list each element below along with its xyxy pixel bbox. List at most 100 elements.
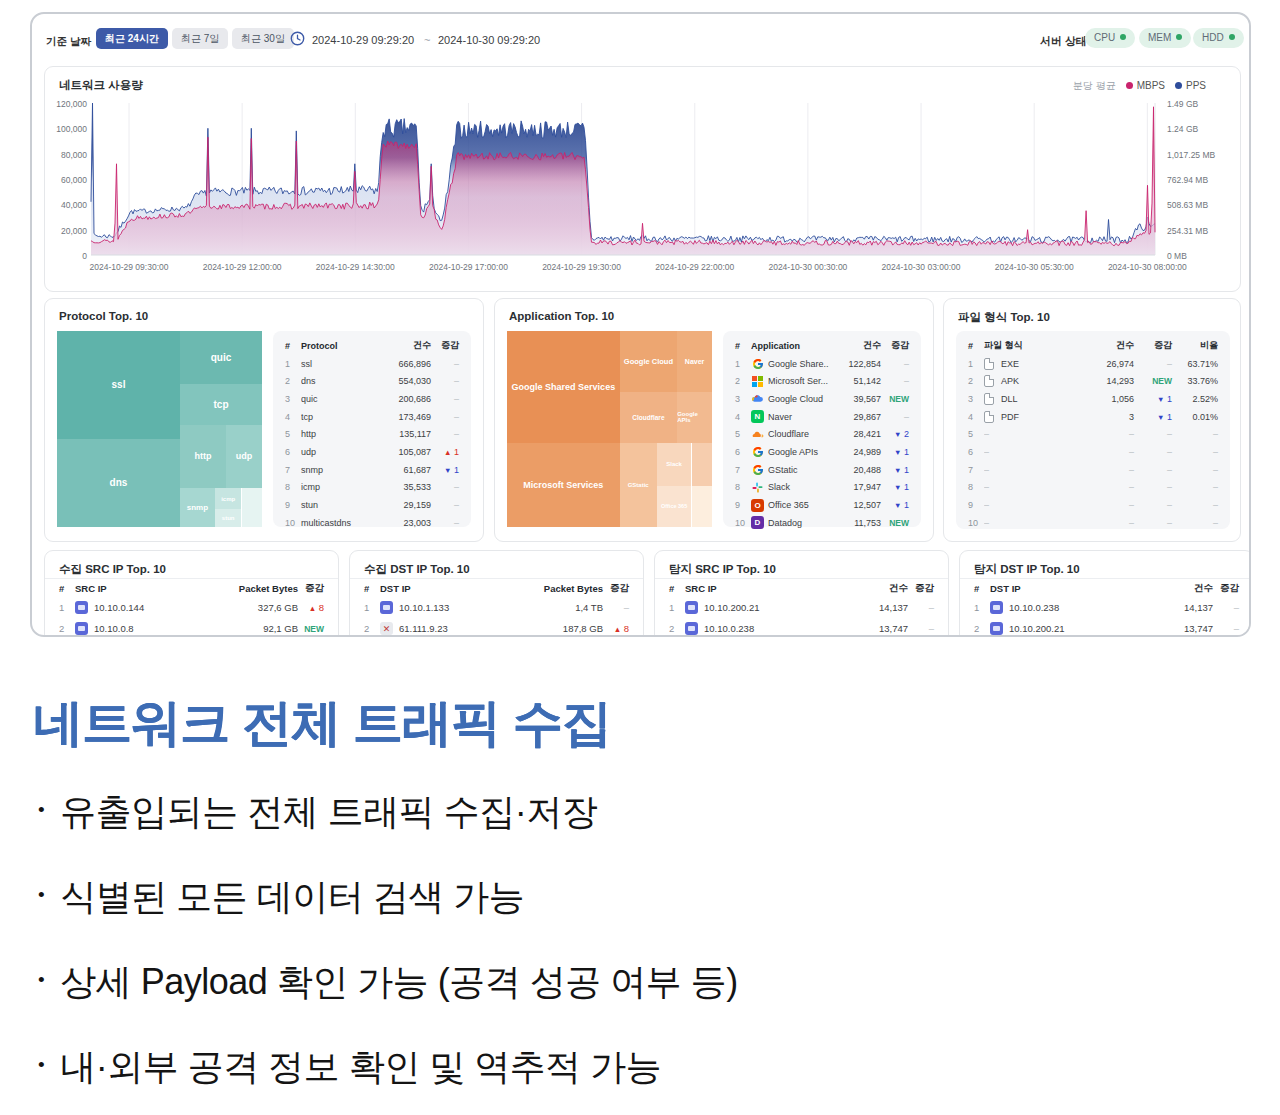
cpu-status-badge: CPU — [1085, 28, 1135, 48]
fileformat-row[interactable]: 7–––– — [956, 461, 1230, 479]
application-row[interactable]: 10DDatadog11,753NEW — [723, 514, 921, 532]
treemap-cell[interactable]: Google APIs — [677, 392, 712, 443]
google-cloud-icon — [751, 392, 764, 405]
protocol-row[interactable]: 1ssl666,896– — [273, 355, 471, 373]
treemap-cell[interactable]: stun — [215, 509, 242, 527]
protocol-row[interactable]: 9stun29,159– — [273, 496, 471, 514]
fileformat-row[interactable]: 3DLL1,056▼ 12.52% — [956, 390, 1230, 408]
range-button-24h[interactable]: 최근 24시간 — [96, 28, 168, 49]
bullet-dot: • — [38, 1054, 44, 1075]
ip-row[interactable]: 2✕61.111.9.23187,8 GB▲ 8 — [350, 618, 643, 637]
treemap-cell[interactable] — [692, 443, 713, 486]
treemap-cell[interactable]: http — [180, 425, 226, 488]
application-row[interactable]: 7GStatic20,488▼ 1 — [723, 461, 921, 479]
treemap-cell[interactable] — [692, 486, 713, 527]
ip-top10-panel: 탐지 DST IP Top. 10#DST IP건수증감110.10.0.238… — [959, 550, 1251, 637]
topbar: 기준 날짜 최근 24시간 최근 7일 최근 30일 2024-10-29 09… — [32, 14, 1249, 66]
application-row[interactable]: 6Google APIs24,989▼ 1 — [723, 443, 921, 461]
fileformat-row[interactable]: 4PDF3▼ 10.01% — [956, 408, 1230, 426]
ip-row[interactable]: 110.10.0.144327,6 GB▲ 8 — [45, 597, 338, 618]
treemap-cell[interactable]: ssl — [57, 331, 180, 439]
protocol-row[interactable]: 8icmp35,533– — [273, 479, 471, 497]
fileformat-row[interactable]: 9–––– — [956, 496, 1230, 514]
dashboard-card: 기준 날짜 최근 24시간 최근 7일 최근 30일 2024-10-29 09… — [30, 12, 1251, 637]
protocol-row[interactable]: 4tcp173,469– — [273, 408, 471, 426]
fileformat-row[interactable]: 5–––– — [956, 425, 1230, 443]
google-icon — [751, 357, 764, 370]
date-separator: ~ — [424, 34, 430, 46]
protocol-treemap[interactable]: ssldns quictcphttpudpsnmpicmpstun — [57, 331, 262, 527]
date-from[interactable]: 2024-10-29 09:29:20 — [312, 34, 414, 46]
date-criteria-label: 기준 날짜 — [46, 35, 91, 49]
application-row[interactable]: 1Google Share...122,854– — [723, 355, 921, 373]
x-axis-label: 2024-10-29 12:00:00 — [182, 262, 302, 272]
range-button-7d[interactable]: 최근 7일 — [172, 28, 228, 49]
protocol-row[interactable]: 10multicastdns23,003– — [273, 514, 471, 532]
application-row[interactable]: 8Slack17,947▼ 1 — [723, 479, 921, 497]
ip-row[interactable]: 210.10.200.2113,747– — [960, 618, 1251, 637]
protocol-row[interactable]: 6udp105,087▲ 1 — [273, 443, 471, 461]
application-top10-title: Application Top. 10 — [509, 310, 614, 322]
mem-status-badge: MEM — [1139, 28, 1191, 48]
y-axis-right-label: 0 MB — [1167, 251, 1187, 261]
fileformat-row[interactable]: 6–––– — [956, 443, 1230, 461]
treemap-cell[interactable]: Google Cloud — [620, 331, 677, 392]
treemap-cell[interactable]: Naver — [677, 331, 712, 392]
file-icon — [984, 375, 994, 387]
fileformat-top10-title: 파일 형식 Top. 10 — [958, 310, 1050, 325]
host-icon — [75, 622, 88, 635]
treemap-cell[interactable]: Office 365 — [657, 486, 692, 527]
treemap-cell[interactable]: dns — [57, 439, 180, 527]
y-axis-right-label: 508.63 MB — [1167, 200, 1208, 210]
fileformat-row[interactable]: 10–––– — [956, 514, 1230, 532]
y-axis-left-label: 60,000 — [47, 175, 87, 185]
slack-icon — [751, 481, 764, 494]
treemap-cell[interactable]: icmp — [215, 488, 242, 510]
protocol-row[interactable]: 7snmp61,687▼ 1 — [273, 461, 471, 479]
ip-row[interactable]: 210.10.0.892,1 GBNEW — [45, 618, 338, 637]
fileformat-row[interactable]: 1EXE26,974–63.71% — [956, 355, 1230, 373]
protocol-table: #Protocol건수증감1ssl666,896–2dns554,030–3qu… — [273, 331, 471, 527]
application-row[interactable]: 2Microsoft Ser...51,142– — [723, 372, 921, 390]
y-axis-left-label: 80,000 — [47, 150, 87, 160]
network-usage-title: 네트워크 사용량 — [59, 78, 143, 93]
network-usage-panel: 네트워크 사용량 분당 평균MBPSPPS 120,000100,00080,0… — [44, 66, 1241, 292]
treemap-cell[interactable]: tcp — [180, 384, 262, 425]
treemap-cell[interactable]: udp — [226, 425, 262, 488]
treemap-cell[interactable]: GStatic — [620, 443, 657, 527]
application-row[interactable]: 3Google Cloud39,567NEW — [723, 390, 921, 408]
application-row[interactable]: 5Cloudflare28,421▼ 2 — [723, 425, 921, 443]
date-to[interactable]: 2024-10-30 09:29:20 — [438, 34, 540, 46]
treemap-cell[interactable]: quic — [180, 331, 262, 384]
range-button-30d[interactable]: 최근 30일 — [232, 28, 294, 49]
ip-row[interactable]: 110.10.200.2114,137– — [655, 597, 948, 618]
fileformat-row[interactable]: 8–––– — [956, 479, 1230, 497]
application-row[interactable]: 9OOffice 36512,507▼ 1 — [723, 496, 921, 514]
file-icon — [984, 358, 994, 370]
x-axis-label: 2024-10-30 05:30:00 — [974, 262, 1094, 272]
protocol-row[interactable]: 2dns554,030– — [273, 372, 471, 390]
x-axis-label: 2024-10-30 03:00:00 — [861, 262, 981, 272]
ip-row[interactable]: 110.10.0.23814,137– — [960, 597, 1251, 618]
ip-row[interactable]: 110.10.1.1331,4 TB– — [350, 597, 643, 618]
bullet-item: •유출입되는 전체 트래픽 수집·저장 — [38, 788, 597, 837]
y-axis-right-label: 1.49 GB — [1167, 99, 1198, 109]
ip-row[interactable]: 210.10.0.23813,747– — [655, 618, 948, 637]
treemap-cell[interactable] — [242, 488, 263, 527]
chart-legend: 분당 평균MBPSPPS — [1073, 79, 1206, 93]
protocol-row[interactable]: 3quic200,686– — [273, 390, 471, 408]
application-treemap[interactable]: Google Shared ServicesMicrosoft Services… — [507, 331, 712, 527]
y-axis-right-label: 762.94 MB — [1167, 175, 1208, 185]
treemap-cell[interactable]: Microsoft Services — [507, 443, 620, 527]
application-row[interactable]: 4NNaver29,867– — [723, 408, 921, 426]
y-axis-left-label: 0 — [47, 251, 87, 261]
treemap-cell[interactable]: snmp — [180, 488, 215, 527]
x-axis-label: 2024-10-30 08:00:00 — [1087, 262, 1207, 272]
y-axis-right-label: 1,017.25 MB — [1167, 150, 1215, 160]
host-icon — [685, 601, 698, 614]
treemap-cell[interactable]: Slack — [657, 443, 692, 486]
treemap-cell[interactable]: Cloudflare — [620, 392, 677, 443]
fileformat-row[interactable]: 2APK14,293NEW33.76% — [956, 372, 1230, 390]
treemap-cell[interactable]: Google Shared Services — [507, 331, 620, 443]
protocol-row[interactable]: 5http135,117– — [273, 425, 471, 443]
